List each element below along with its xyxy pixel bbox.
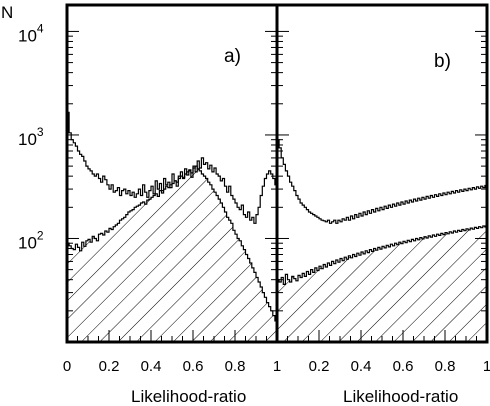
y-axis-label: N: [1, 3, 13, 22]
panel-b-open-histogram: [277, 139, 487, 342]
panel-b-x-tick-label: 0.4: [351, 358, 372, 375]
panel-a-x-axis-label: Likelihood-ratio: [131, 387, 246, 406]
panel-b-frame: [275, 3, 489, 344]
panel-a-x-tick-label: 0.8: [225, 358, 246, 375]
panel-a-x-tick-label: 0.2: [99, 358, 120, 375]
panel-a-x-tick-label: 1: [273, 358, 281, 375]
panel-b-x-tick-label: 1: [483, 358, 490, 375]
panel-a-open-histogram: [67, 111, 277, 342]
panel-a-x-tick-label: 0.4: [141, 358, 162, 375]
panel-b-x-tick-label: 0.2: [309, 358, 330, 375]
panel-a-x-tick-label: 0.6: [183, 358, 204, 375]
panel-b: b) 0.2 0.4 0.6 0.8 1 Likelihood-ratio: [275, 3, 490, 406]
panel-b-x-tick-label: 0.6: [393, 358, 414, 375]
panel-b-hatched-histogram: [277, 225, 487, 342]
panel-a-x-tick-label: 0: [63, 358, 71, 375]
panel-a-y-tick-label: 104: [18, 21, 44, 45]
panel-a-label: a): [224, 46, 241, 67]
panel-b-x-tick-label: 0.8: [435, 358, 456, 375]
panel-a: a) 0 0.2 0.4 0.6 0.8 1 102 103 104 Likelihood-r…: [18, 3, 281, 406]
panel-a-hatched-histogram: [67, 165, 277, 342]
panel-a-y-tick-label: 103: [18, 125, 44, 149]
panel-b-x-axis-label: Likelihood-ratio: [343, 387, 458, 406]
panel-b-label: b): [434, 51, 451, 72]
panel-a-y-tick-label: 102: [18, 228, 44, 252]
